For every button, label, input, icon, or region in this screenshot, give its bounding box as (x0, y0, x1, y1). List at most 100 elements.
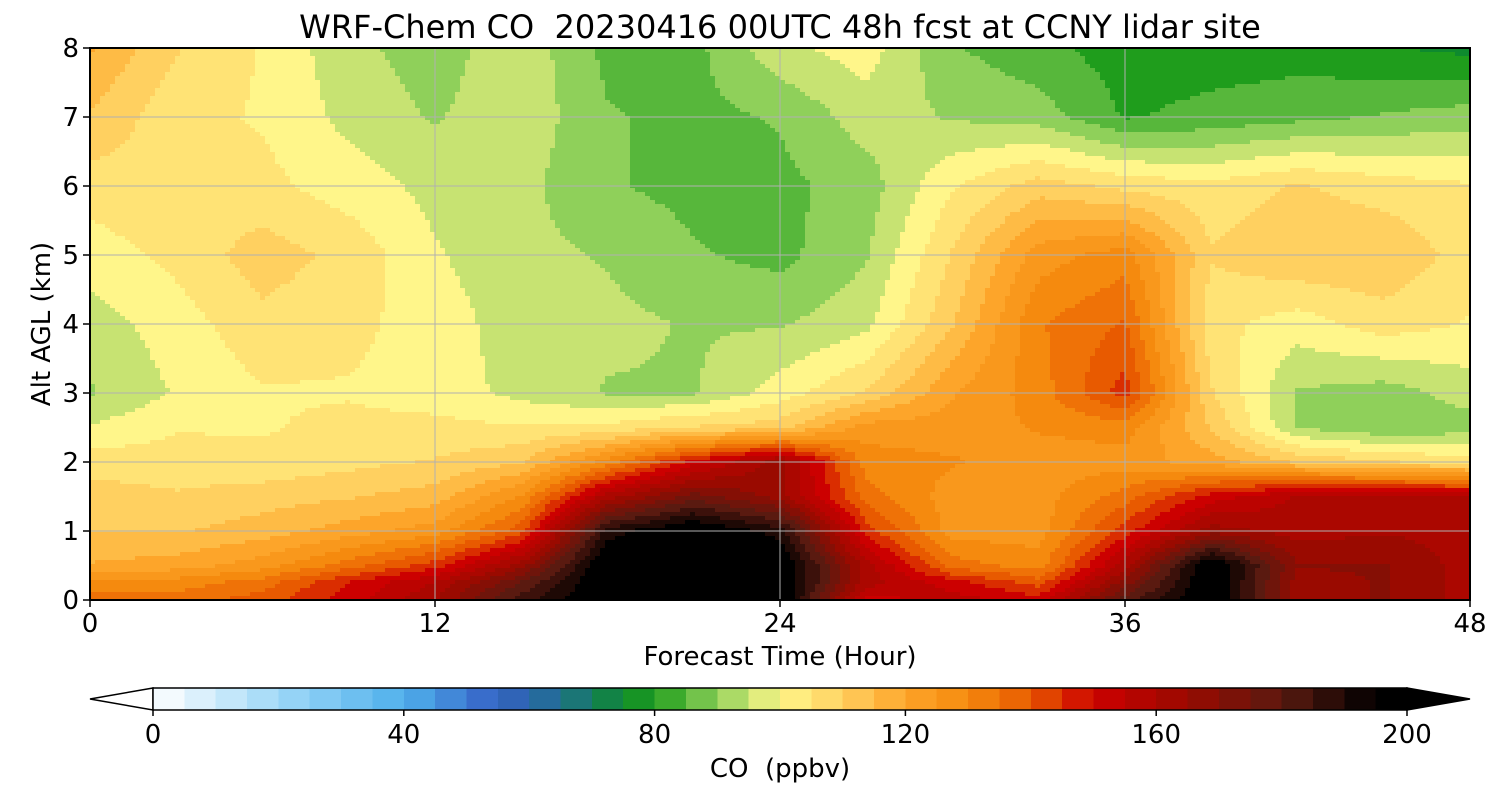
contour-cell (1210, 104, 1216, 109)
contour-cell (825, 96, 831, 101)
contour-cell (1375, 68, 1381, 73)
contour-cell (335, 96, 341, 101)
contour-cell (595, 84, 601, 89)
contour-cell (800, 52, 806, 57)
contour-cell (520, 92, 526, 97)
contour-cell (620, 64, 626, 69)
contour-cell (405, 80, 411, 85)
contour-cell (885, 116, 891, 121)
contour-cell (600, 116, 606, 121)
contour-cell (620, 80, 626, 85)
contour-cell (90, 96, 96, 101)
contour-cell (1370, 72, 1376, 77)
contour-cell (1385, 96, 1391, 101)
contour-cell (1005, 112, 1011, 117)
contour-cell (760, 60, 766, 65)
contour-cell (600, 48, 606, 53)
contour-cell (510, 48, 516, 53)
contour-cell (880, 112, 886, 117)
contour-cell (265, 48, 271, 53)
contour-cell (455, 48, 461, 53)
contour-cell (905, 48, 911, 53)
contour-cell (1415, 48, 1421, 53)
contour-cell (735, 76, 741, 81)
contour-cell (530, 60, 536, 65)
contour-cell (730, 56, 736, 61)
contour-cell (525, 48, 531, 53)
contour-cell (1150, 100, 1156, 105)
contour-cell (575, 80, 581, 85)
contour-cell (980, 64, 986, 69)
contour-cell (280, 88, 286, 93)
contour-cell (1095, 112, 1101, 117)
contour-cell (1230, 104, 1236, 109)
contour-cell (1280, 116, 1286, 121)
contour-cell (1180, 96, 1186, 101)
contour-cell (100, 120, 106, 125)
contour-cell (175, 120, 181, 125)
contour-cell (230, 88, 236, 93)
contour-cell (885, 92, 891, 97)
contour-cell (575, 84, 581, 89)
contour-cell (780, 88, 786, 93)
contour-cell (300, 60, 306, 65)
contour-cell (705, 116, 711, 121)
contour-cell (1385, 92, 1391, 97)
contour-cell (1390, 116, 1396, 121)
contour-cell (230, 100, 236, 105)
contour-cell (1195, 48, 1201, 53)
contour-cell (1050, 52, 1056, 57)
contour-cell (755, 92, 761, 97)
contour-cell (430, 88, 436, 93)
contour-cell (1030, 60, 1036, 65)
contour-cell (570, 104, 576, 109)
contour-cell (725, 48, 731, 53)
contour-cell (925, 52, 931, 57)
contour-cell (1445, 56, 1451, 61)
contour-cell (1355, 52, 1361, 57)
contour-cell (1220, 64, 1226, 69)
contour-cell (685, 60, 691, 65)
contour-cell (1070, 76, 1076, 81)
contour-cell (275, 116, 281, 121)
contour-cell (1425, 76, 1431, 81)
contour-cell (780, 108, 786, 113)
contour-cell (910, 112, 916, 117)
contour-cell (415, 88, 421, 93)
contour-cell (500, 68, 506, 73)
contour-cell (240, 116, 246, 121)
contour-cell (1115, 80, 1121, 85)
contour-cell (445, 68, 451, 73)
contour-cell (380, 88, 386, 93)
contour-cell (725, 104, 731, 109)
contour-cell (1130, 80, 1136, 85)
contour-cell (755, 84, 761, 89)
contour-cell (480, 48, 486, 53)
contour-cell (205, 56, 211, 61)
contour-cell (250, 92, 256, 97)
contour-cell (530, 80, 536, 85)
contour-cell (270, 52, 276, 57)
contour-cell (335, 92, 341, 97)
contour-cell (195, 120, 201, 125)
contour-cell (1260, 108, 1266, 113)
contour-cell (825, 100, 831, 105)
contour-cell (1140, 72, 1146, 77)
contour-cell (305, 60, 311, 65)
contour-cell (925, 108, 931, 113)
contour-cell (765, 84, 771, 89)
contour-cell (290, 112, 296, 117)
contour-cell (1285, 56, 1291, 61)
contour-cell (820, 64, 826, 69)
contour-cell (1310, 76, 1316, 81)
contour-cell (330, 56, 336, 61)
contour-cell (1380, 112, 1386, 117)
contour-cell (805, 108, 811, 113)
contour-cell (540, 108, 546, 113)
contour-cell (650, 92, 656, 97)
contour-cell (495, 60, 501, 65)
contour-cell (1265, 48, 1271, 53)
contour-cell (160, 56, 166, 61)
contour-cell (1055, 68, 1061, 73)
contour-cell (635, 112, 641, 117)
